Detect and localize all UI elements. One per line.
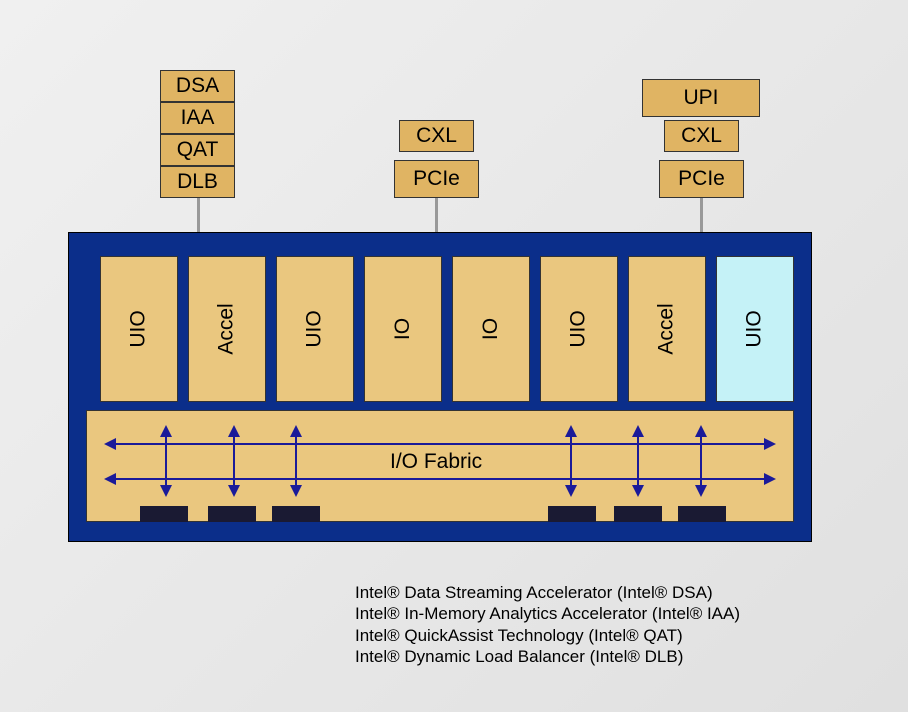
stack-right-upi: UPI [642, 79, 760, 117]
footnote-1: Intel® In-Memory Analytics Accelerator (… [355, 603, 740, 624]
foot-3 [548, 506, 596, 522]
foot-4 [614, 506, 662, 522]
v-arrowhead-u-5 [695, 425, 707, 437]
v-arrow-2 [295, 433, 297, 489]
tile-7-uio: UIO [716, 256, 794, 402]
h-arrowhead-l-0 [104, 438, 116, 450]
stack-right-cxl: CXL [664, 120, 739, 152]
tile-0-uio: UIO [100, 256, 178, 402]
stack-left-qat: QAT [160, 134, 235, 166]
tile-6-accel: Accel [628, 256, 706, 402]
h-arrow-0 [112, 443, 768, 445]
connector-left [197, 198, 200, 232]
v-arrowhead-d-3 [565, 485, 577, 497]
v-arrowhead-d-5 [695, 485, 707, 497]
tile-2-uio: UIO [276, 256, 354, 402]
connector-mid [435, 198, 438, 232]
v-arrowhead-d-0 [160, 485, 172, 497]
v-arrowhead-u-1 [228, 425, 240, 437]
h-arrow-1 [112, 478, 768, 480]
stack-mid-cxl: CXL [399, 120, 474, 152]
footnote-3: Intel® Dynamic Load Balancer (Intel® DLB… [355, 646, 740, 667]
v-arrowhead-d-1 [228, 485, 240, 497]
stack-right-pcie: PCIe [659, 160, 744, 198]
tile-3-io: IO [364, 256, 442, 402]
v-arrowhead-u-4 [632, 425, 644, 437]
h-arrowhead-r-0 [764, 438, 776, 450]
v-arrowhead-d-2 [290, 485, 302, 497]
foot-1 [208, 506, 256, 522]
v-arrow-0 [165, 433, 167, 489]
footnotes: Intel® Data Streaming Accelerator (Intel… [355, 582, 740, 667]
h-arrowhead-l-1 [104, 473, 116, 485]
stack-mid-pcie: PCIe [394, 160, 479, 198]
tile-4-io: IO [452, 256, 530, 402]
v-arrow-5 [700, 433, 702, 489]
h-arrowhead-r-1 [764, 473, 776, 485]
v-arrowhead-d-4 [632, 485, 644, 497]
foot-2 [272, 506, 320, 522]
v-arrow-4 [637, 433, 639, 489]
io-fabric-diagram: DSAIAAQATDLBCXLPCIeUPICXLPCIeUIOAccelUIO… [0, 0, 908, 712]
connector-right [700, 198, 703, 232]
stack-left-dlb: DLB [160, 166, 235, 198]
stack-left-iaa: IAA [160, 102, 235, 134]
tile-5-uio: UIO [540, 256, 618, 402]
foot-0 [140, 506, 188, 522]
v-arrow-3 [570, 433, 572, 489]
v-arrowhead-u-0 [160, 425, 172, 437]
stack-left-dsa: DSA [160, 70, 235, 102]
v-arrowhead-u-2 [290, 425, 302, 437]
v-arrowhead-u-3 [565, 425, 577, 437]
foot-5 [678, 506, 726, 522]
footnote-2: Intel® QuickAssist Technology (Intel® QA… [355, 625, 740, 646]
v-arrow-1 [233, 433, 235, 489]
tile-1-accel: Accel [188, 256, 266, 402]
io-fabric-label: I/O Fabric [390, 450, 482, 474]
footnote-0: Intel® Data Streaming Accelerator (Intel… [355, 582, 740, 603]
